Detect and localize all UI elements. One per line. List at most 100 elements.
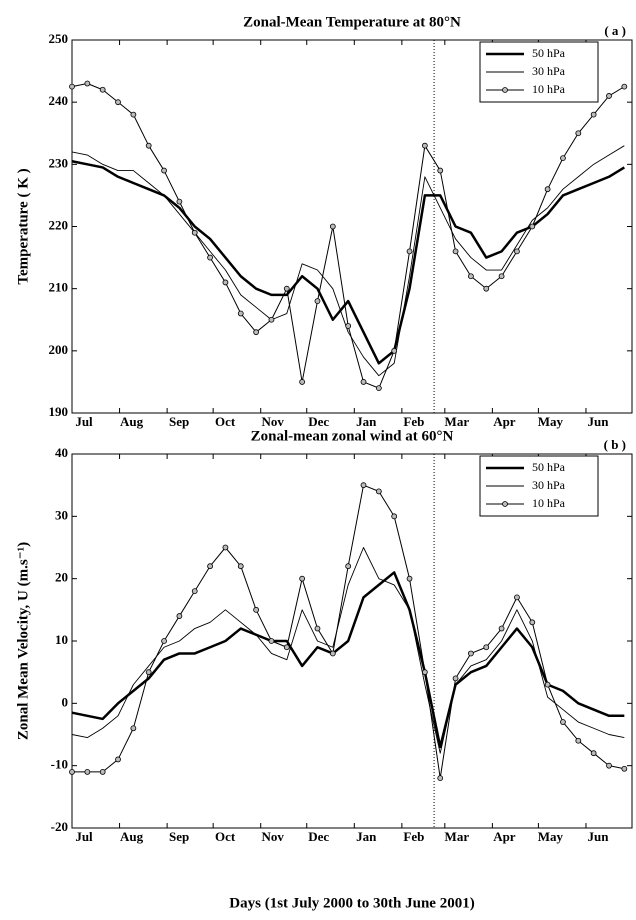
x-tick-label: Mar — [445, 414, 470, 429]
data-point — [590, 111, 597, 118]
x-tick-label: Oct — [215, 414, 236, 429]
legend-label: 30 hPa — [532, 64, 566, 78]
data-line — [71, 145, 625, 377]
data-point — [283, 285, 290, 292]
data-point — [145, 142, 152, 149]
x-tick-label: Dec — [308, 414, 329, 429]
x-tick-label: May — [538, 829, 564, 844]
data-point — [345, 323, 352, 329]
data-point — [268, 316, 275, 323]
data-point — [253, 329, 260, 336]
data-point — [621, 83, 628, 90]
legend-label: 10 hPa — [532, 82, 566, 96]
data-point — [544, 186, 551, 193]
y-tick-label: 250 — [49, 31, 69, 46]
data-point — [329, 223, 336, 230]
data-point — [437, 167, 444, 174]
y-tick-label: -20 — [51, 819, 68, 834]
data-point — [130, 725, 137, 732]
data-point — [375, 488, 382, 495]
data-point — [590, 750, 597, 757]
x-tick-label: Jan — [356, 829, 377, 844]
legend-label: 10 hPa — [532, 496, 566, 510]
data-point — [130, 111, 137, 118]
x-tick-label: Jan — [356, 414, 377, 429]
y-axis-label: Temperature ( K ) — [15, 168, 31, 284]
x-tick-label: Jun — [587, 829, 609, 844]
y-tick-label: 240 — [49, 93, 69, 108]
y-axis-label: Zonal Mean Velocity, U (m.s⁻¹) — [15, 542, 31, 740]
data-point — [207, 254, 213, 261]
y-tick-label: 200 — [49, 342, 69, 357]
y-tick-label: 40 — [55, 445, 68, 460]
x-tick-label: May — [538, 414, 564, 429]
data-line — [71, 547, 625, 754]
x-tick-label: Mar — [445, 829, 470, 844]
data-point — [222, 279, 229, 286]
data-point — [329, 650, 336, 657]
data-point — [498, 625, 505, 632]
data-point — [421, 669, 428, 676]
data-point — [621, 765, 628, 772]
data-point — [115, 756, 121, 763]
data-point — [391, 347, 398, 354]
chart-title: Zonal-Mean Temperature at 80°N — [243, 14, 461, 30]
data-point — [69, 83, 75, 90]
data-point — [84, 80, 91, 87]
x-tick-label: Aug — [120, 414, 144, 429]
data-point — [207, 563, 213, 570]
legend-marker — [502, 501, 508, 507]
x-tick-label: Jun — [587, 414, 609, 429]
data-point — [483, 285, 490, 292]
data-point — [299, 379, 306, 385]
x-tick-label: Sep — [169, 829, 189, 844]
data-point — [483, 644, 490, 651]
x-tick-label: Feb — [403, 414, 424, 429]
data-point — [99, 769, 106, 775]
data-point — [191, 588, 198, 595]
data-point — [222, 544, 229, 551]
y-tick-label: 210 — [49, 280, 69, 295]
data-point — [406, 248, 413, 255]
x-tick-label: Oct — [215, 829, 236, 844]
data-point — [99, 86, 106, 93]
x-tick-label: Feb — [403, 829, 424, 844]
data-point — [468, 650, 474, 657]
data-point — [176, 198, 183, 205]
legend-marker — [502, 87, 508, 93]
data-point — [514, 248, 520, 255]
data-point — [161, 167, 167, 174]
data-point — [191, 229, 198, 236]
data-point — [544, 681, 551, 688]
data-point — [606, 93, 612, 99]
data-point — [115, 99, 121, 106]
legend-label: 50 hPa — [532, 460, 566, 474]
legend-label: 50 hPa — [532, 46, 566, 60]
data-point — [145, 669, 152, 676]
x-tick-label: Sep — [169, 414, 189, 429]
data-point — [575, 130, 582, 137]
y-tick-label: 20 — [55, 570, 68, 585]
data-line — [71, 83, 625, 389]
y-tick-label: 230 — [49, 155, 69, 170]
data-point — [529, 223, 536, 230]
y-tick-label: 0 — [62, 694, 69, 709]
data-point — [437, 775, 444, 782]
data-point — [529, 619, 536, 626]
data-point — [360, 379, 367, 385]
data-point — [314, 298, 321, 305]
x-tick-label: Apr — [493, 414, 516, 429]
data-point — [406, 575, 413, 582]
data-point — [237, 310, 244, 317]
data-point — [375, 385, 382, 392]
data-point — [283, 644, 290, 651]
x-tick-label: Aug — [120, 829, 144, 844]
data-point — [161, 638, 167, 644]
y-tick-label: 10 — [55, 632, 68, 647]
data-line — [72, 484, 625, 779]
data-point — [468, 273, 474, 280]
data-point — [452, 675, 459, 682]
x-tick-label: Nov — [262, 414, 285, 429]
data-line — [71, 571, 625, 749]
x-tick-label: Dec — [308, 829, 329, 844]
